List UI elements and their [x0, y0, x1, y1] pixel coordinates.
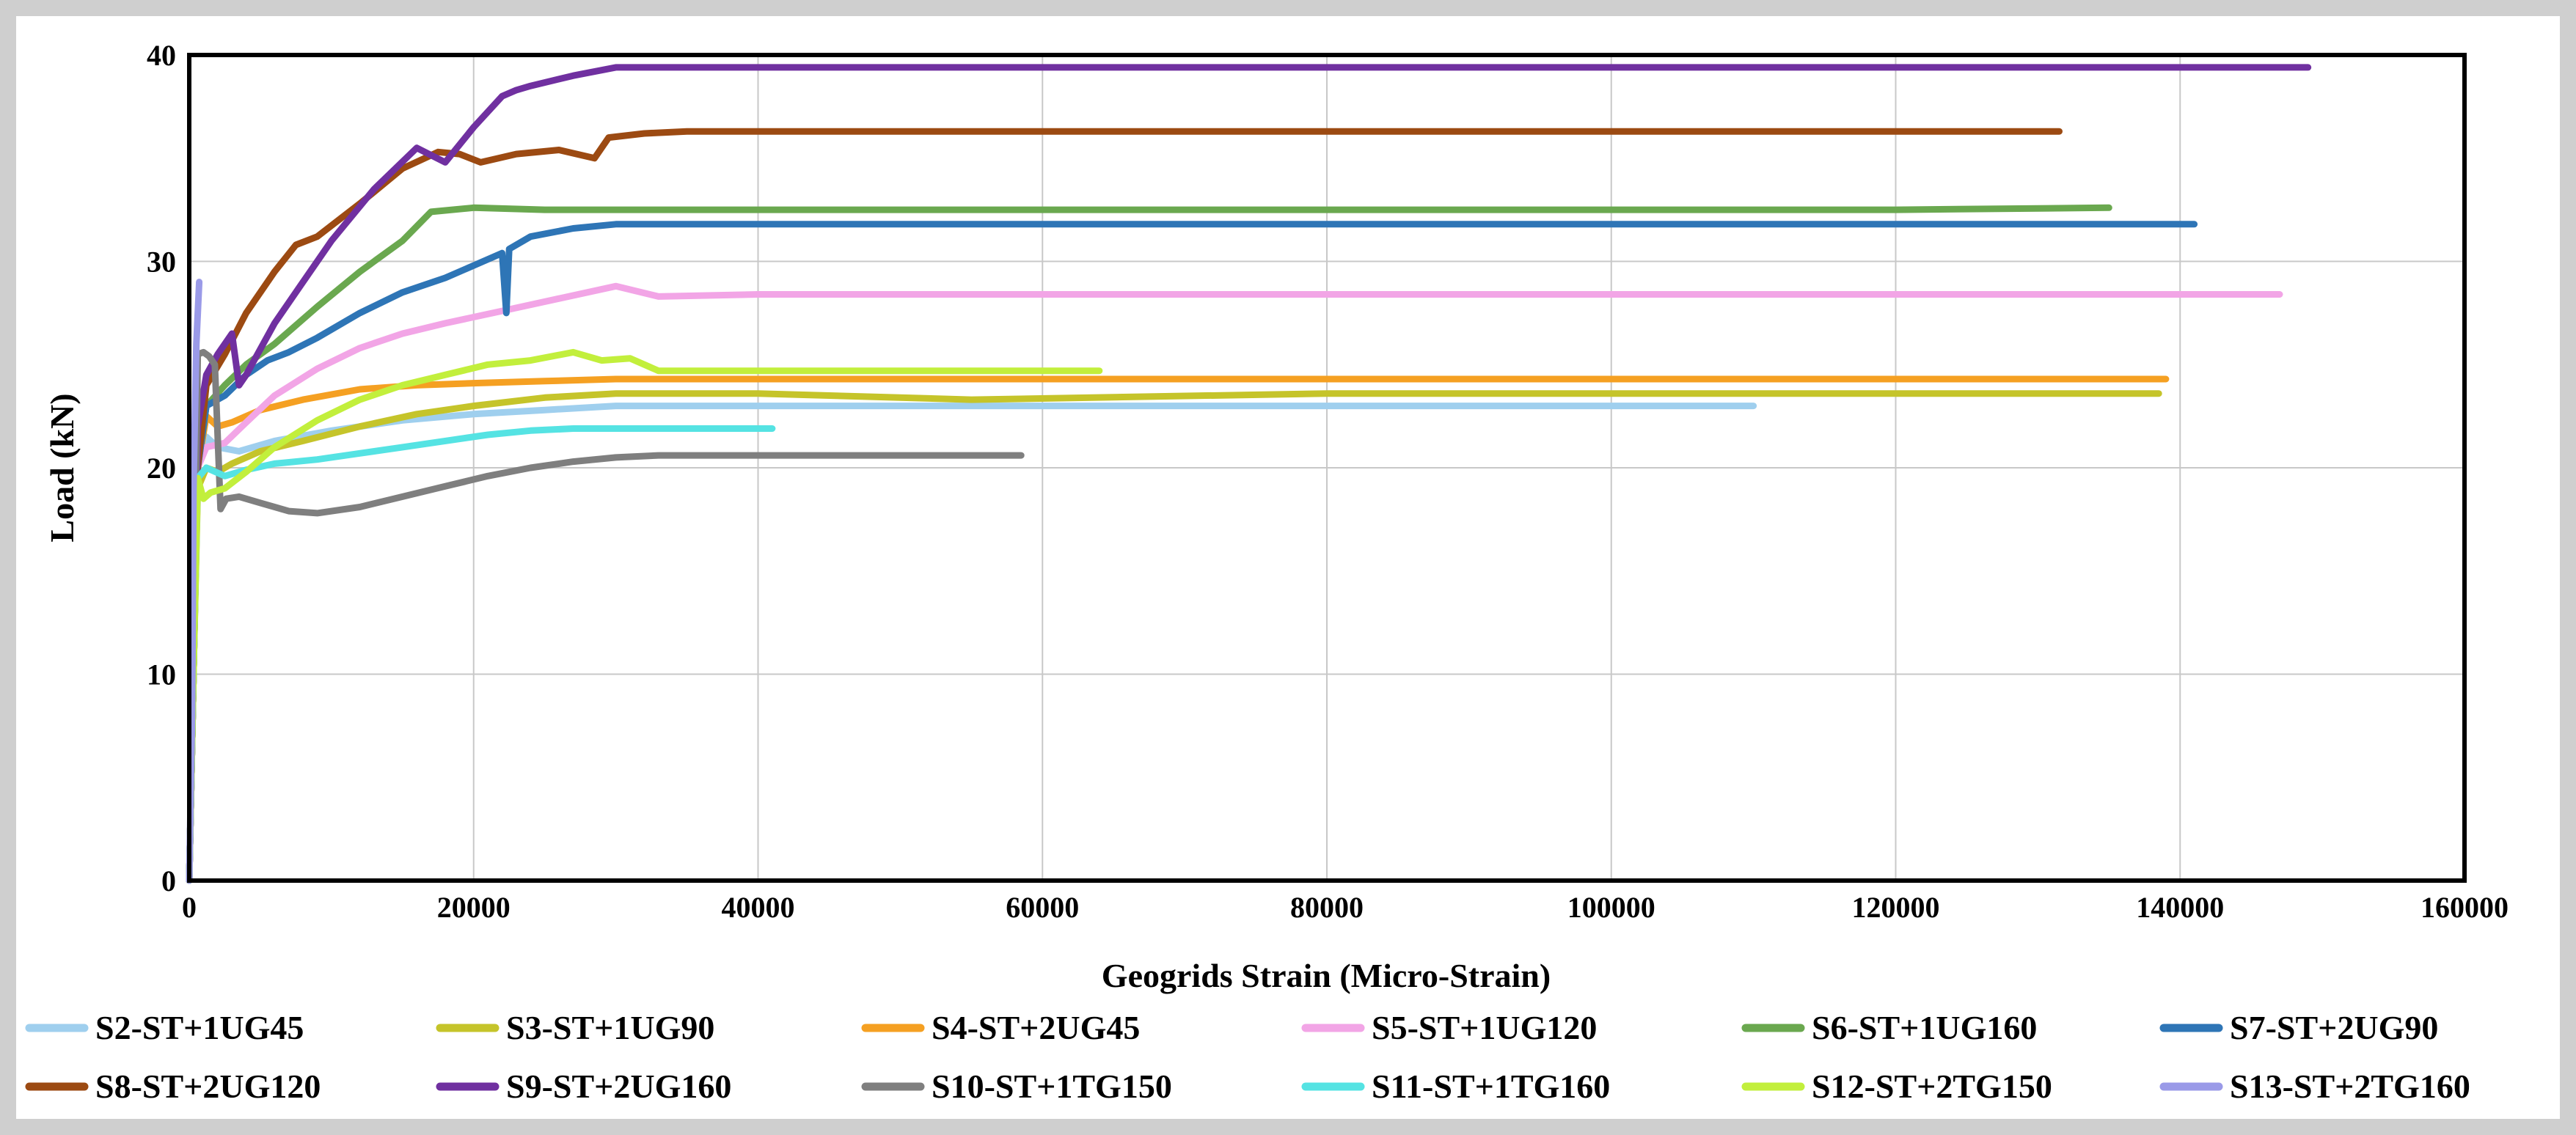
legend-item: S6-ST+1UG160 — [1741, 1009, 2037, 1046]
y-tick-label: 0 — [161, 864, 176, 897]
x-axis-title: Geogrids Strain (Micro-Strain) — [1102, 957, 1551, 994]
y-tick-label: 30 — [147, 246, 176, 279]
legend-label: S10-ST+1TG150 — [932, 1068, 1172, 1105]
x-tick-label: 120000 — [1852, 891, 1940, 924]
legend-label: S6-ST+1UG160 — [1812, 1009, 2037, 1046]
series-lines — [186, 64, 2312, 884]
x-tick-label: 100000 — [1567, 891, 1655, 924]
legend-label: S3-ST+1UG90 — [506, 1009, 714, 1046]
y-axis-title: Load (kN) — [43, 393, 81, 542]
legend-item: S9-ST+2UG160 — [436, 1068, 731, 1105]
series-line-s12-st-2tg150 — [186, 348, 1103, 884]
legend-label: S5-ST+1UG120 — [1372, 1009, 1597, 1046]
legend-item: S8-ST+2UG120 — [25, 1068, 321, 1105]
x-tick-label: 140000 — [2136, 891, 2224, 924]
legend-label: S2-ST+1UG45 — [95, 1009, 304, 1046]
legend-item: S11-ST+1TG160 — [1301, 1068, 1610, 1105]
legend-label: S7-ST+2UG90 — [2230, 1009, 2438, 1046]
legend-label: S8-ST+2UG120 — [95, 1068, 321, 1105]
series-line-s10-st-1tg150 — [186, 348, 1025, 884]
series-line-s9-st-2ug160 — [186, 64, 2312, 884]
legend-label: S12-ST+2TG150 — [1812, 1068, 2052, 1105]
x-tick-label: 40000 — [722, 891, 795, 924]
series-line-s7-st-2ug90 — [186, 221, 2198, 884]
y-tick-label: 40 — [147, 39, 176, 72]
legend-label: S4-ST+2UG45 — [932, 1009, 1140, 1046]
legend-item: S10-ST+1TG150 — [861, 1068, 1172, 1105]
legend-label: S9-ST+2UG160 — [506, 1068, 731, 1105]
x-tick-labels: 0 20000 40000 60000 80000 100000 120000 140000 1… — [182, 891, 2509, 924]
legend: S2-ST+1UG45 S3-ST+1UG90 S4-ST+2UG45 S5-ST+1… — [25, 1009, 2470, 1105]
legend-item: S5-ST+1UG120 — [1301, 1009, 1597, 1046]
x-tick-label: 80000 — [1290, 891, 1364, 924]
legend-item: S13-ST+2TG160 — [2159, 1068, 2470, 1105]
y-tick-label: 20 — [147, 452, 176, 485]
series-line-s11-st-1tg160 — [186, 425, 776, 884]
x-tick-label: 20000 — [437, 891, 511, 924]
legend-item: S3-ST+1UG90 — [436, 1009, 714, 1046]
legend-label: S11-ST+1TG160 — [1372, 1068, 1610, 1105]
x-tick-label: 160000 — [2421, 891, 2509, 924]
grid-lines — [189, 55, 2465, 881]
y-tick-label: 10 — [147, 658, 176, 691]
legend-item: S7-ST+2UG90 — [2159, 1009, 2438, 1046]
legend-label: S13-ST+2TG160 — [2230, 1068, 2470, 1105]
legend-item: S2-ST+1UG45 — [25, 1009, 304, 1046]
legend-item: S4-ST+2UG45 — [861, 1009, 1140, 1046]
legend-item: S12-ST+2TG150 — [1741, 1068, 2052, 1105]
x-tick-label: 60000 — [1006, 891, 1079, 924]
plot-area-border — [187, 53, 2467, 883]
y-tick-labels: 0 10 20 30 40 — [147, 39, 176, 897]
x-tick-label: 0 — [182, 891, 197, 924]
